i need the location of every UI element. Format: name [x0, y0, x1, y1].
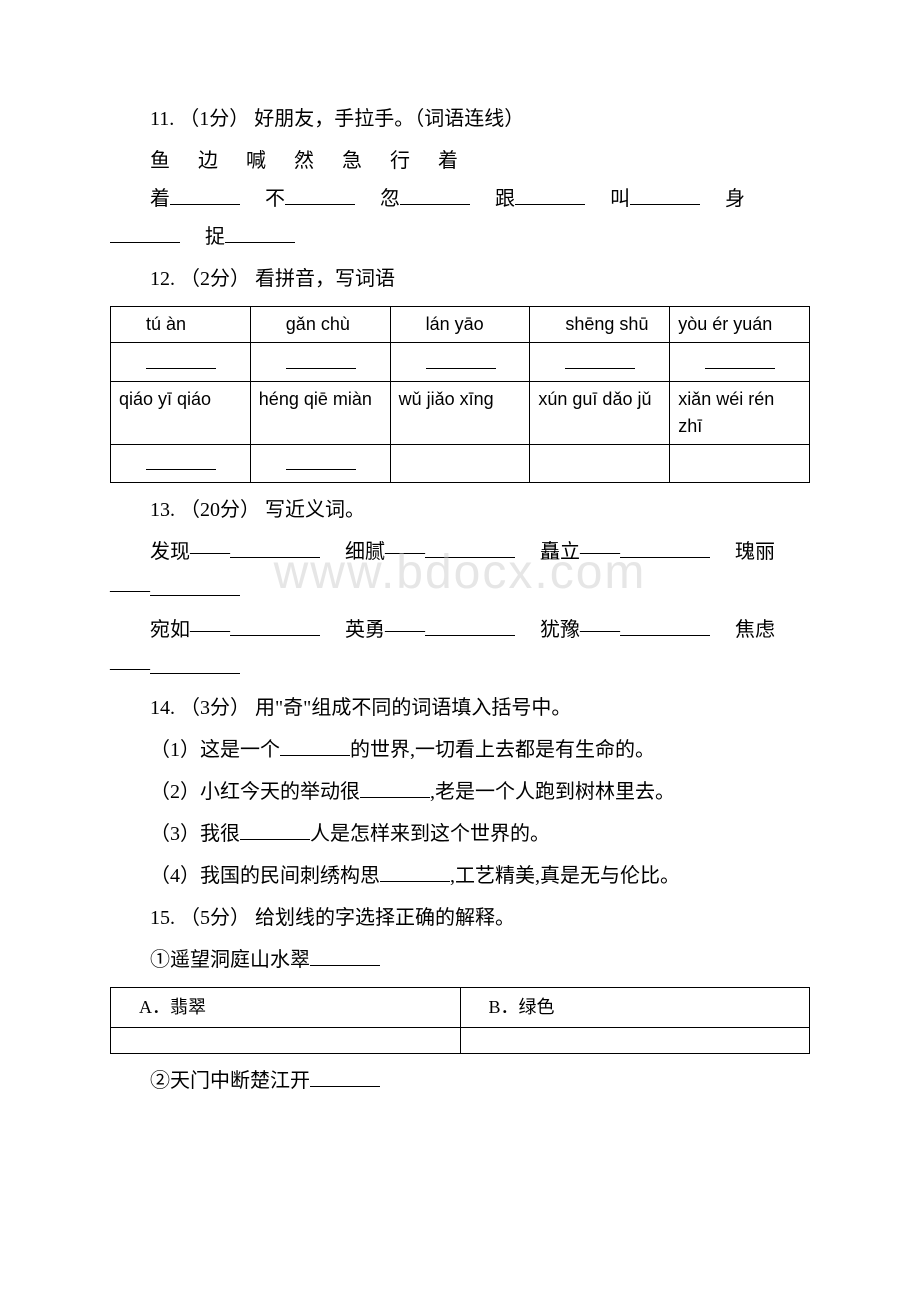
blank[interactable] — [285, 181, 355, 205]
q13-title: 写近义词。 — [265, 499, 365, 521]
blank[interactable] — [150, 572, 240, 596]
pinyin-cell: héng qiē miàn — [250, 381, 390, 444]
q14-sub2: （2）小红今天的举动很,老是一个人跑到树林里去。 — [110, 773, 810, 811]
q11-blanks-1: 着 不 忽 跟 叫 身 捉 — [110, 180, 810, 256]
q14-sub4: （4）我国的民间刺绣构思,工艺精美,真是无与伦比。 — [110, 857, 810, 895]
blank[interactable] — [630, 181, 700, 205]
blank[interactable] — [230, 534, 320, 558]
pinyin-cell: qiáo yī qiáo — [111, 381, 251, 444]
pinyin-cell: yòu ér yuán — [670, 307, 810, 343]
q13-row2: 宛如—— 英勇—— 犹豫—— 焦虑—— — [110, 611, 810, 687]
q12-number: 12. — [150, 268, 175, 290]
q13-points: （20分） — [180, 499, 260, 521]
q11-title: 好朋友，手拉手。（词语连线） — [254, 108, 524, 130]
blank[interactable] — [360, 774, 430, 798]
blank[interactable] — [230, 612, 320, 636]
pinyin-cell: gǎn chù — [250, 307, 390, 343]
blank[interactable] — [170, 181, 240, 205]
q15-number: 15. — [150, 907, 175, 929]
pinyin-cell: xiǎn wéi rén zhī — [670, 381, 810, 444]
q12-title: 看拼音，写词语 — [255, 268, 395, 290]
q14-title: 用"奇"组成不同的词语填入括号中。 — [255, 697, 571, 719]
pinyin-cell: lán yāo — [390, 307, 530, 343]
answer-cell[interactable] — [530, 444, 670, 483]
blank[interactable] — [515, 181, 585, 205]
q14-sub3: （3）我很人是怎样来到这个世界的。 — [110, 815, 810, 853]
q11-points: （1分） — [179, 108, 249, 130]
q11-chars: 鱼 边 喊 然 急 行 着 — [110, 142, 810, 180]
option-cell[interactable]: A．翡翠 — [111, 988, 461, 1028]
blank[interactable] — [310, 1063, 380, 1087]
empty-cell — [111, 1028, 461, 1054]
answer-cell[interactable] — [111, 444, 251, 483]
option-cell[interactable]: B．绿色 — [460, 988, 810, 1028]
pinyin-cell: shēng shū — [530, 307, 670, 343]
q13-row1: 发现—— 细腻—— 矗立—— 瑰丽—— — [110, 533, 810, 609]
q15-options-table: A．翡翠 B．绿色 — [110, 987, 810, 1054]
q15-item1: ①遥望洞庭山水翠 — [110, 941, 810, 979]
q15-points: （5分） — [180, 907, 250, 929]
q15-item2: ②天门中断楚江开 — [110, 1062, 810, 1100]
pinyin-cell: wǔ jiǎo xīng — [390, 381, 530, 444]
q15-title: 给划线的字选择正确的解释。 — [255, 907, 515, 929]
answer-cell[interactable] — [670, 444, 810, 483]
blank[interactable] — [425, 534, 515, 558]
q12-points: （2分） — [180, 268, 250, 290]
answer-cell[interactable] — [250, 343, 390, 382]
answer-cell[interactable] — [111, 343, 251, 382]
blank[interactable] — [310, 942, 380, 966]
q13-header: 13. （20分） 写近义词。 — [110, 491, 810, 529]
blank[interactable] — [225, 219, 295, 243]
pinyin-cell: xún guī dǎo jǔ — [530, 381, 670, 444]
blank[interactable] — [425, 612, 515, 636]
answer-cell[interactable] — [530, 343, 670, 382]
q12-table: tú àn gǎn chù lán yāo shēng shū yòu ér y… — [110, 306, 810, 483]
answer-cell[interactable] — [390, 444, 530, 483]
q11-header: 11. （1分） 好朋友，手拉手。（词语连线） — [110, 100, 810, 138]
q15-header: 15. （5分） 给划线的字选择正确的解释。 — [110, 899, 810, 937]
blank[interactable] — [280, 732, 350, 756]
blank[interactable] — [620, 534, 710, 558]
q14-header: 14. （3分） 用"奇"组成不同的词语填入括号中。 — [110, 689, 810, 727]
pinyin-cell: tú àn — [111, 307, 251, 343]
q11-number: 11. — [150, 108, 174, 130]
answer-cell[interactable] — [390, 343, 530, 382]
blank[interactable] — [400, 181, 470, 205]
blank[interactable] — [240, 816, 310, 840]
q12-header: 12. （2分） 看拼音，写词语 — [110, 260, 810, 298]
q14-number: 14. — [150, 697, 175, 719]
blank[interactable] — [620, 612, 710, 636]
blank[interactable] — [150, 650, 240, 674]
q14-sub1: （1）这是一个的世界,一切看上去都是有生命的。 — [110, 731, 810, 769]
answer-cell[interactable] — [670, 343, 810, 382]
q14-points: （3分） — [180, 697, 250, 719]
answer-cell[interactable] — [250, 444, 390, 483]
empty-cell — [460, 1028, 810, 1054]
blank[interactable] — [380, 858, 450, 882]
blank[interactable] — [110, 219, 180, 243]
q13-number: 13. — [150, 499, 175, 521]
